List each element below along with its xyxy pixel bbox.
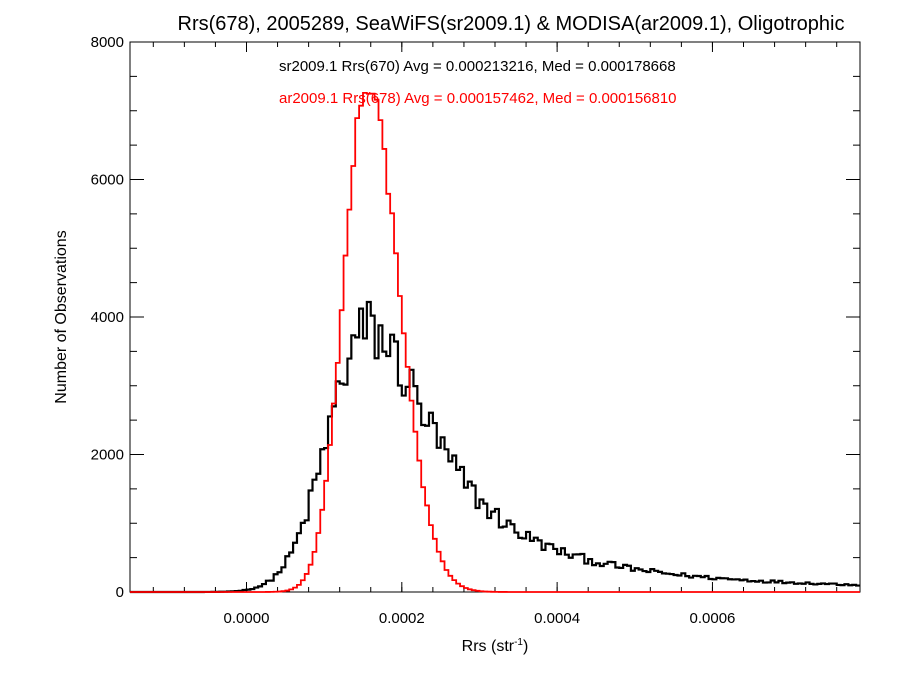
y-tick-label: 0 [116, 584, 124, 601]
legend-entry-ar2009: ar2009.1 Rrs(678) Avg = 0.000157462, Med… [279, 90, 677, 107]
y-tick-label: 6000 [91, 172, 124, 189]
y-axis: 0 2000 4000 6000 8000 [91, 34, 860, 601]
x-tick-label: 0.0000 [224, 610, 270, 627]
y-tick-label: 8000 [91, 34, 124, 51]
legend-entry-sr2009: sr2009.1 Rrs(670) Avg = 0.000213216, Med… [279, 58, 676, 75]
series-layer [130, 91, 860, 594]
y-axis-label: Number of Observations [53, 230, 70, 403]
x-tick-label: 0.0006 [690, 610, 736, 627]
x-axis-label: Rrs (str-1) [462, 637, 529, 655]
chart-title: Rrs(678), 2005289, SeaWiFS(sr2009.1) & M… [178, 13, 845, 35]
series-line-ar2009-1 [130, 91, 860, 593]
y-tick-label: 2000 [91, 447, 124, 464]
x-tick-label: 0.0002 [379, 610, 425, 627]
y-tick-label: 4000 [91, 309, 124, 326]
x-tick-label: 0.0004 [534, 610, 580, 627]
x-axis: 0.0000 0.0002 0.0004 0.0006 [152, 42, 838, 627]
series-line-sr2009-1 [130, 300, 860, 594]
